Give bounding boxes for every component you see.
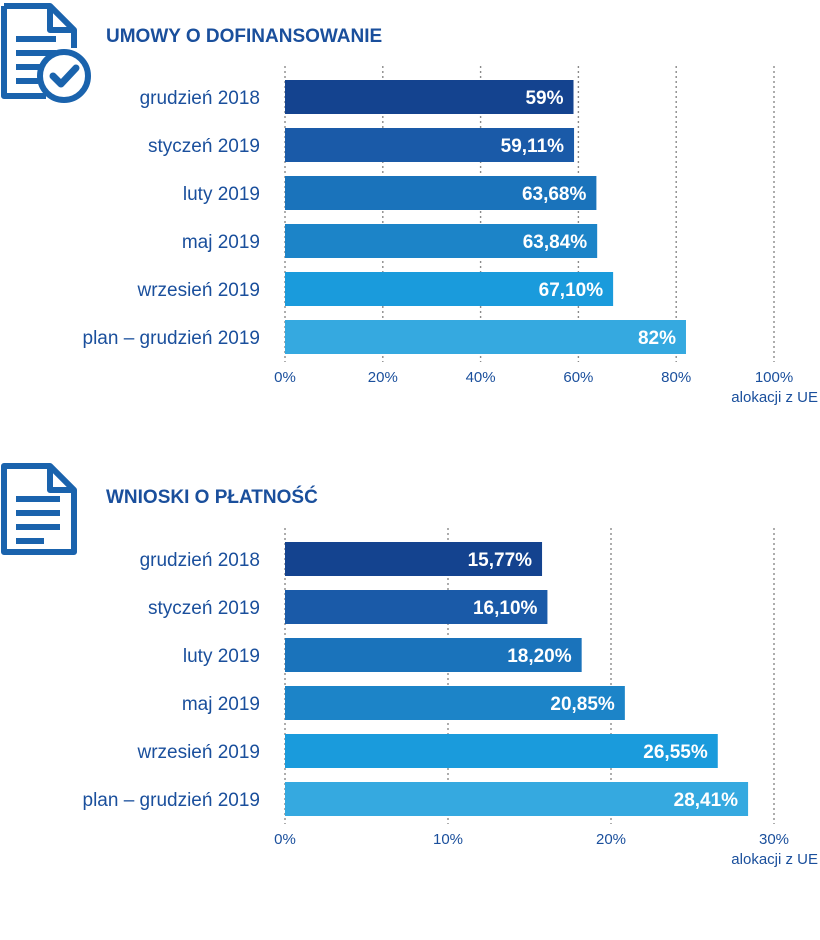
tick-label: 0% <box>274 369 296 386</box>
tick-label: 0% <box>274 831 296 848</box>
bar-value-label: 16,10% <box>473 598 538 619</box>
tick-label: 10% <box>433 831 463 848</box>
tick-label: 20% <box>596 831 626 848</box>
category-label: styczeń 2019 <box>148 136 260 157</box>
bar <box>285 176 597 210</box>
tick-label: 100% <box>755 369 793 386</box>
category-label: maj 2019 <box>182 232 260 253</box>
chart-title-umowy: UMOWY O DOFINANSOWANIE <box>106 26 383 47</box>
bar-value-label: 63,68% <box>522 184 587 205</box>
bar-chart-umowy: 59% grudzień 2018 59,11% styczeń 2019 63,68%… <box>83 66 818 406</box>
category-label: maj 2019 <box>182 694 260 715</box>
bar <box>285 686 625 720</box>
bar-chart-wnioski: 15,77% grudzień 2018 16,10% styczeń 2019 18,… <box>83 528 818 868</box>
bar <box>285 128 575 162</box>
tick-label: 20% <box>368 369 398 386</box>
category-label: grudzień 2018 <box>140 550 260 571</box>
bar-value-label: 63,84% <box>523 232 588 253</box>
bar <box>285 80 574 114</box>
category-label: luty 2019 <box>183 184 260 205</box>
bar-value-label: 82% <box>638 328 676 349</box>
tick-label: 30% <box>759 831 789 848</box>
bar <box>285 320 686 354</box>
bar-value-label: 18,20% <box>507 646 572 667</box>
document-icon <box>0 462 80 563</box>
bar <box>285 224 598 258</box>
bar <box>285 590 548 624</box>
category-label: luty 2019 <box>183 646 260 667</box>
bar-value-label: 28,41% <box>674 790 739 811</box>
category-label: plan – grudzień 2019 <box>83 328 260 349</box>
bar-value-label: 67,10% <box>539 280 604 301</box>
bar <box>285 542 543 576</box>
category-label: styczeń 2019 <box>148 598 260 619</box>
bar-value-label: 20,85% <box>550 694 615 715</box>
category-label: wrzesień 2019 <box>136 280 260 301</box>
category-label: plan – grudzień 2019 <box>83 790 260 811</box>
bar-value-label: 15,77% <box>468 550 533 571</box>
bar-value-label: 59% <box>525 88 563 109</box>
tick-label: 80% <box>661 369 691 386</box>
document-check-icon <box>0 0 96 109</box>
category-label: grudzień 2018 <box>140 88 260 109</box>
category-label: wrzesień 2019 <box>136 742 260 763</box>
tick-label: 60% <box>563 369 593 386</box>
tick-label: 40% <box>466 369 496 386</box>
bar-value-label: 59,11% <box>501 136 564 157</box>
bar <box>285 272 614 306</box>
bar <box>285 638 582 672</box>
axis-label: alokacji z UE <box>731 389 818 406</box>
axis-label: alokacji z UE <box>731 851 818 868</box>
bar-value-label: 26,55% <box>643 742 708 763</box>
bar <box>285 782 749 816</box>
chart-title-wnioski: WNIOSKI O PŁATNOŚĆ <box>106 487 318 508</box>
bar <box>285 734 718 768</box>
